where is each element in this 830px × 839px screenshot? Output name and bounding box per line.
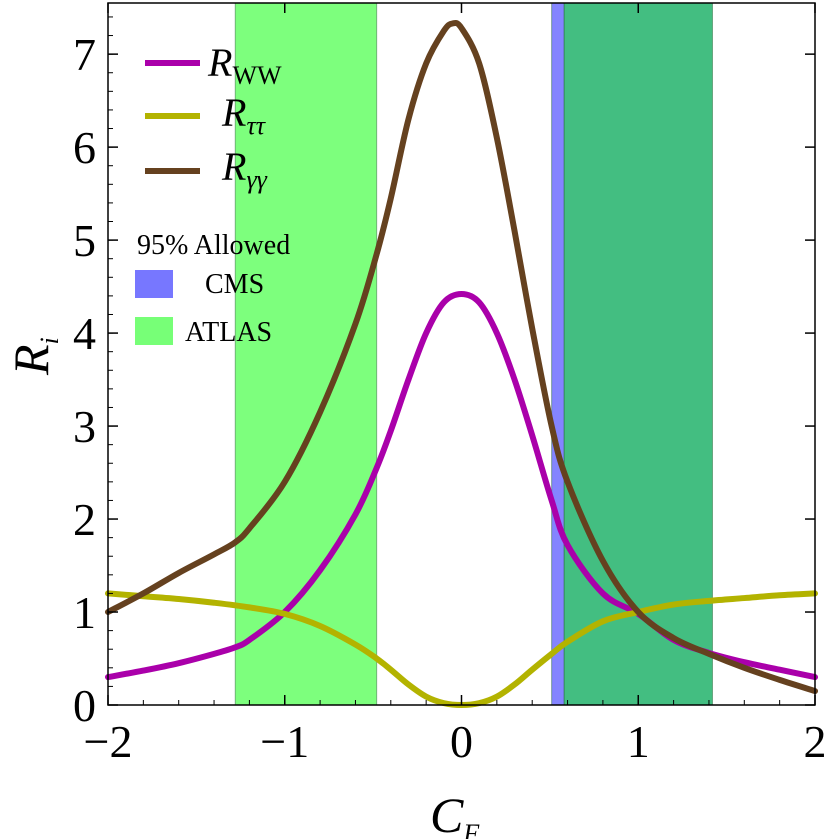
region-legend-title: 95% Allowed [137,230,290,261]
x-tick-label: −1 [260,716,309,767]
region-legend: 95% Allowed CMS ATLAS [135,230,290,348]
y-tick-label: 6 [73,122,96,173]
y-tick-label: 7 [73,29,96,80]
band-atlas-1 [563,2,713,706]
x-axis-title: CF [430,787,480,839]
legend-label-rtautau: Rττ [221,90,267,140]
x-tick-label: −2 [84,716,133,767]
legend-label-rww: RWW [207,40,282,90]
band-cms-2 [551,2,565,706]
y-axis-title: Ri [3,337,64,376]
region-label-cms: CMS [205,269,264,300]
x-tick-label: 1 [627,716,650,767]
y-tick-label: 2 [73,494,96,545]
region-swatch-atlas [135,317,173,345]
series-line-rgammagamma [105,19,818,695]
region-swatch-cms [135,270,173,298]
allowed-bands [234,2,713,706]
band-atlas-0 [234,2,378,706]
y-tick-label: 1 [73,587,96,638]
y-tick-label: 4 [73,308,96,359]
x-tick-label: 2 [804,716,827,767]
x-tick-label: 0 [450,716,473,767]
y-tick-label: 3 [73,401,96,452]
y-tick-label: 0 [73,680,96,731]
legend-label-rgammagamma: Rγγ [221,144,268,194]
y-tick-label: 5 [73,215,96,266]
series-legend: RWW Rττ Rγγ [145,40,282,194]
axis-ticks: −2 −1 0 1 2 0 1 2 3 4 5 6 7 [73,3,827,767]
region-label-atlas: ATLAS [185,317,272,348]
